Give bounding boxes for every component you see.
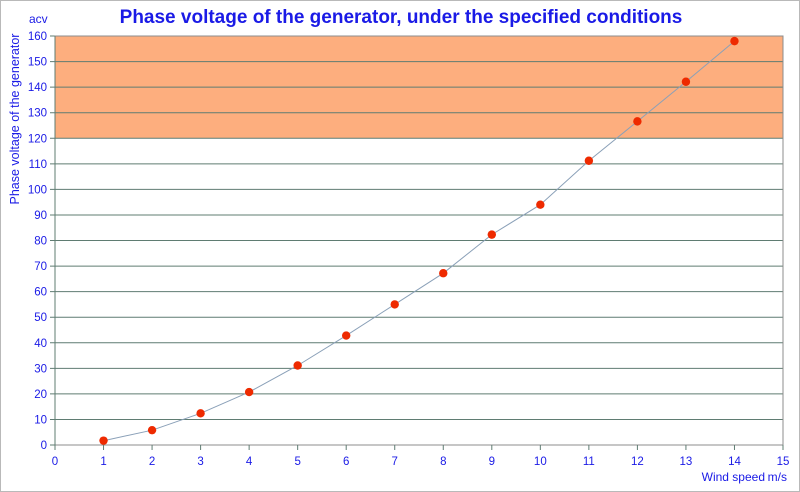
y-tick-label: 40 — [34, 338, 47, 350]
y-axis-unit: acv — [29, 12, 48, 26]
data-point — [196, 409, 205, 418]
x-tick-label: 15 — [777, 456, 790, 468]
data-point — [730, 36, 739, 46]
data-point — [536, 200, 545, 209]
y-tick-label: 160 — [28, 31, 47, 43]
y-tick-label: 130 — [28, 108, 47, 120]
y-tick-label: 110 — [29, 159, 47, 171]
y-tick-label: 100 — [28, 184, 47, 196]
data-point — [633, 117, 642, 126]
data-point — [244, 387, 254, 397]
x-tick-label: 13 — [680, 456, 693, 468]
y-tick-label: 90 — [34, 210, 47, 222]
y-tick-label: 50 — [34, 312, 47, 324]
x-tick-label: 14 — [728, 456, 741, 468]
x-tick-label: 3 — [197, 456, 203, 468]
x-tick-label: 7 — [392, 456, 398, 468]
x-tick-label: 6 — [343, 456, 349, 468]
x-tick-label: 11 — [583, 456, 595, 468]
data-point — [293, 361, 302, 370]
data-point — [342, 331, 351, 340]
x-tick-label: 5 — [294, 456, 300, 468]
chart-title: Phase voltage of the generator, under th… — [119, 7, 683, 28]
x-tick-label: 10 — [534, 456, 547, 468]
data-point — [439, 269, 448, 278]
x-tick-label: 1 — [100, 456, 106, 468]
x-axis-unit: m/s — [767, 470, 787, 484]
y-tick-label: 0 — [41, 440, 47, 452]
series-line — [103, 40, 735, 442]
x-tick-label: 12 — [631, 456, 644, 468]
y-tick-label: 60 — [34, 287, 47, 299]
data-point — [99, 436, 108, 445]
x-tick-label: 2 — [149, 456, 155, 468]
data-point — [390, 300, 399, 309]
y-tick-label: 80 — [34, 236, 47, 248]
data-point — [681, 77, 691, 86]
data-point — [584, 156, 594, 165]
y-tick-label: 30 — [34, 363, 47, 375]
x-axis-label: Wind speed — [701, 470, 765, 484]
x-tick-label: 0 — [52, 456, 58, 468]
y-tick-label: 150 — [28, 57, 47, 69]
y-tick-label: 140 — [28, 82, 47, 94]
x-tick-label: 8 — [440, 456, 446, 468]
y-tick-label: 120 — [28, 133, 47, 145]
y-tick-label: 10 — [34, 414, 47, 426]
x-tick-label: 4 — [246, 456, 253, 468]
data-point — [147, 425, 157, 435]
y-tick-label: 20 — [34, 389, 47, 401]
y-tick-label: 70 — [34, 261, 47, 273]
x-tick-label: 9 — [489, 456, 495, 468]
data-point — [487, 230, 496, 239]
